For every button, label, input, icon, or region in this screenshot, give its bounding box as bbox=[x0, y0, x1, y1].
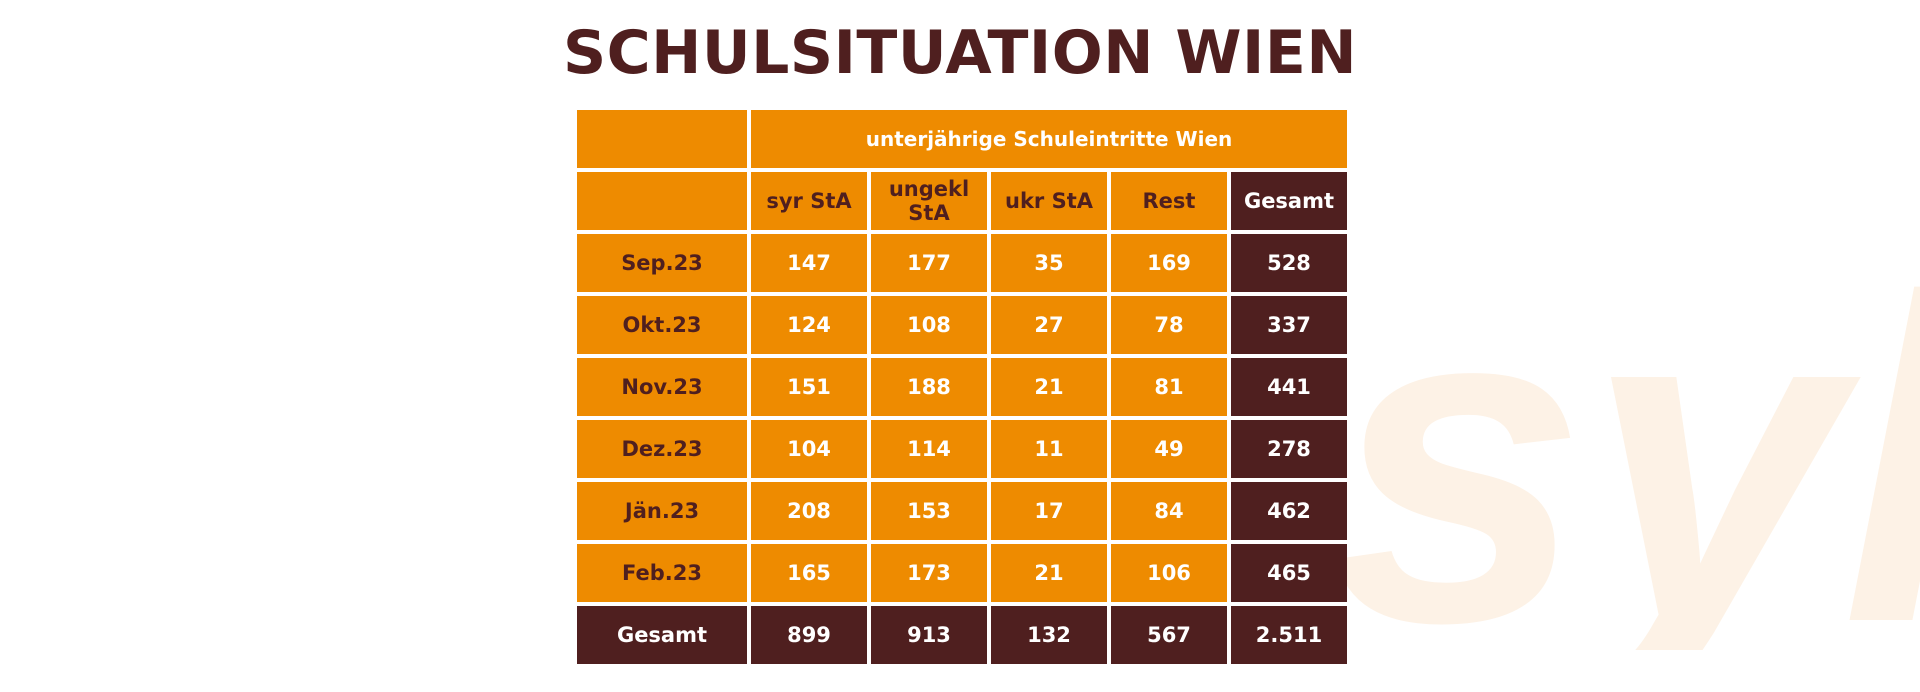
table-cell: 151 bbox=[751, 358, 867, 416]
table-cell: 114 bbox=[871, 420, 987, 478]
row-total-cell: 337 bbox=[1231, 296, 1347, 354]
table-header-row-group: unterjährige Schuleintritte Wien bbox=[577, 110, 1347, 168]
header-empty-cell bbox=[577, 110, 747, 168]
column-header: ungekl StA bbox=[871, 172, 987, 230]
row-label: Jän.23 bbox=[577, 482, 747, 540]
watermark-text: syl bbox=[1330, 205, 1920, 650]
table-cell: 106 bbox=[1111, 544, 1227, 602]
total-row-label: Gesamt bbox=[577, 606, 747, 664]
column-header-total: Gesamt bbox=[1231, 172, 1347, 230]
table-cell: 108 bbox=[871, 296, 987, 354]
table-cell: 173 bbox=[871, 544, 987, 602]
column-header: Rest bbox=[1111, 172, 1227, 230]
table-cell: 153 bbox=[871, 482, 987, 540]
total-cell: 913 bbox=[871, 606, 987, 664]
group-header: unterjährige Schuleintritte Wien bbox=[751, 110, 1347, 168]
table-cell: 147 bbox=[751, 234, 867, 292]
watermark-logo: syl bbox=[1330, 205, 1920, 650]
table-cell: 165 bbox=[751, 544, 867, 602]
table-cell: 35 bbox=[991, 234, 1107, 292]
table-row: Feb.23 165 173 21 106 465 bbox=[577, 544, 1347, 602]
table-cell: 11 bbox=[991, 420, 1107, 478]
table-body: Sep.23 147 177 35 169 528 Okt.23 124 108 27 78 337 N… bbox=[577, 234, 1347, 602]
table-cell: 169 bbox=[1111, 234, 1227, 292]
row-total-cell: 465 bbox=[1231, 544, 1347, 602]
page-title: SCHULSITUATION WIEN bbox=[562, 18, 1358, 88]
row-label: Okt.23 bbox=[577, 296, 747, 354]
table-cell: 208 bbox=[751, 482, 867, 540]
column-header: syr StA bbox=[751, 172, 867, 230]
table-cell: 49 bbox=[1111, 420, 1227, 478]
row-label: Sep.23 bbox=[577, 234, 747, 292]
table-cell: 188 bbox=[871, 358, 987, 416]
total-row: Gesamt 899 913 132 567 2.511 bbox=[577, 606, 1347, 664]
row-label: Feb.23 bbox=[577, 544, 747, 602]
table-row: Jän.23 208 153 17 84 462 bbox=[577, 482, 1347, 540]
table-cell: 21 bbox=[991, 358, 1107, 416]
table-cell: 177 bbox=[871, 234, 987, 292]
table-cell: 124 bbox=[751, 296, 867, 354]
grand-total-cell: 2.511 bbox=[1231, 606, 1347, 664]
row-label: Dez.23 bbox=[577, 420, 747, 478]
table-cell: 84 bbox=[1111, 482, 1227, 540]
total-cell: 132 bbox=[991, 606, 1107, 664]
row-label: Nov.23 bbox=[577, 358, 747, 416]
row-total-cell: 441 bbox=[1231, 358, 1347, 416]
table-cell: 81 bbox=[1111, 358, 1227, 416]
row-total-cell: 462 bbox=[1231, 482, 1347, 540]
column-header: ukr StA bbox=[991, 172, 1107, 230]
row-total-cell: 278 bbox=[1231, 420, 1347, 478]
table-cell: 17 bbox=[991, 482, 1107, 540]
total-cell: 899 bbox=[751, 606, 867, 664]
total-cell: 567 bbox=[1111, 606, 1227, 664]
table-cell: 78 bbox=[1111, 296, 1227, 354]
table-row: Dez.23 104 114 11 49 278 bbox=[577, 420, 1347, 478]
row-total-cell: 528 bbox=[1231, 234, 1347, 292]
table-cell: 104 bbox=[751, 420, 867, 478]
header-empty-cell bbox=[577, 172, 747, 230]
table-row: Sep.23 147 177 35 169 528 bbox=[577, 234, 1347, 292]
table-header-row-columns: syr StA ungekl StA ukr StA Rest Gesamt bbox=[577, 172, 1347, 230]
table-cell: 27 bbox=[991, 296, 1107, 354]
data-table: unterjährige Schuleintritte Wien syr StA… bbox=[573, 106, 1351, 668]
table-cell: 21 bbox=[991, 544, 1107, 602]
table-row: Nov.23 151 188 21 81 441 bbox=[577, 358, 1347, 416]
table-row: Okt.23 124 108 27 78 337 bbox=[577, 296, 1347, 354]
